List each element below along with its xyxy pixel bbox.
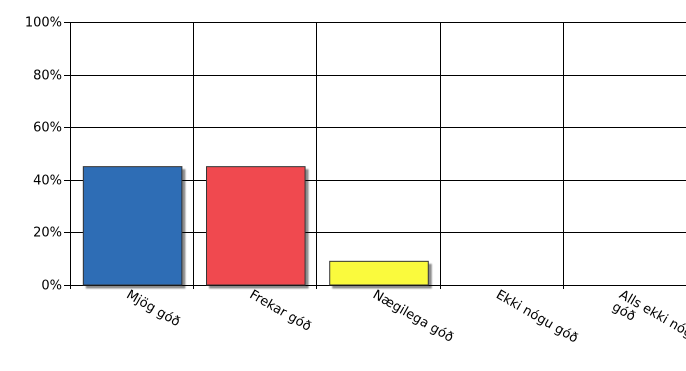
x-tick-label: Mjög góð [124,287,183,330]
x-tick-label: Ekki nógu góð [493,287,580,346]
x-tick-label: Alls ekki nógugóð [609,287,686,357]
y-tick-label: 80% [33,69,62,84]
y-tick-label: 60% [33,121,62,136]
x-tick-label: Nægilega góð [370,287,456,345]
x-tick-label-line: Nægilega góð [370,287,456,345]
y-axis-ticks: 0% 20% 40% 60% 80% 100% [25,16,62,294]
y-tick-label: 20% [33,226,62,241]
x-tick-label-line: Ekki nógu góð [493,287,580,346]
x-tick-label: Frekar góð [247,287,314,334]
bars [82,166,429,286]
x-axis-labels: Mjög góð Frekar góð Nægilega góð Ekki nógu … [124,287,686,357]
y-tick-label: 100% [25,16,62,31]
bar-3 [329,260,429,286]
y-tick-label: 0% [41,279,62,294]
bar-2 [206,166,306,286]
x-tick-label-line: Frekar góð [247,287,314,334]
bar-1 [82,166,183,286]
x-tick-label-line: Mjög góð [124,287,183,330]
y-tick-label: 40% [33,174,62,189]
